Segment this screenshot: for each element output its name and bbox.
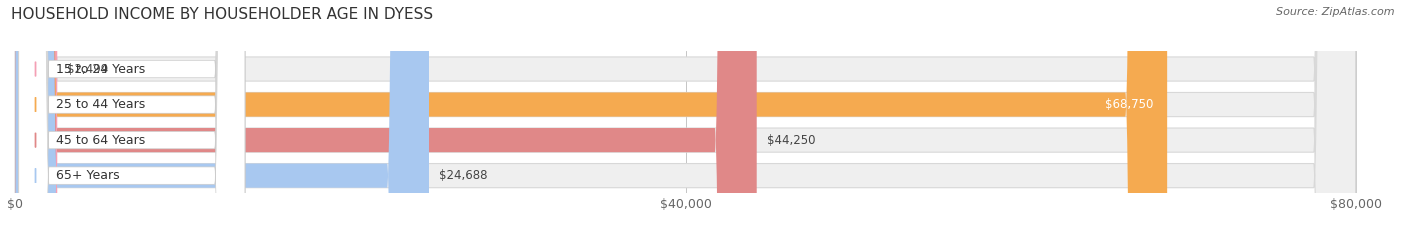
FancyBboxPatch shape — [15, 0, 1355, 233]
Text: $2,499: $2,499 — [67, 62, 108, 75]
Text: Source: ZipAtlas.com: Source: ZipAtlas.com — [1277, 7, 1395, 17]
FancyBboxPatch shape — [15, 0, 1355, 233]
FancyBboxPatch shape — [15, 0, 429, 233]
Text: HOUSEHOLD INCOME BY HOUSEHOLDER AGE IN DYESS: HOUSEHOLD INCOME BY HOUSEHOLDER AGE IN D… — [11, 7, 433, 22]
FancyBboxPatch shape — [18, 0, 245, 233]
Text: $44,250: $44,250 — [766, 134, 815, 147]
FancyBboxPatch shape — [15, 0, 756, 233]
Text: $68,750: $68,750 — [1105, 98, 1154, 111]
FancyBboxPatch shape — [18, 0, 245, 233]
FancyBboxPatch shape — [18, 0, 245, 233]
Text: 25 to 44 Years: 25 to 44 Years — [56, 98, 145, 111]
Text: 65+ Years: 65+ Years — [56, 169, 120, 182]
Text: 45 to 64 Years: 45 to 64 Years — [56, 134, 145, 147]
FancyBboxPatch shape — [15, 0, 58, 233]
FancyBboxPatch shape — [15, 0, 1355, 233]
FancyBboxPatch shape — [15, 0, 1355, 233]
FancyBboxPatch shape — [18, 0, 245, 233]
Text: 15 to 24 Years: 15 to 24 Years — [56, 62, 145, 75]
Text: $24,688: $24,688 — [439, 169, 488, 182]
FancyBboxPatch shape — [15, 0, 1167, 233]
